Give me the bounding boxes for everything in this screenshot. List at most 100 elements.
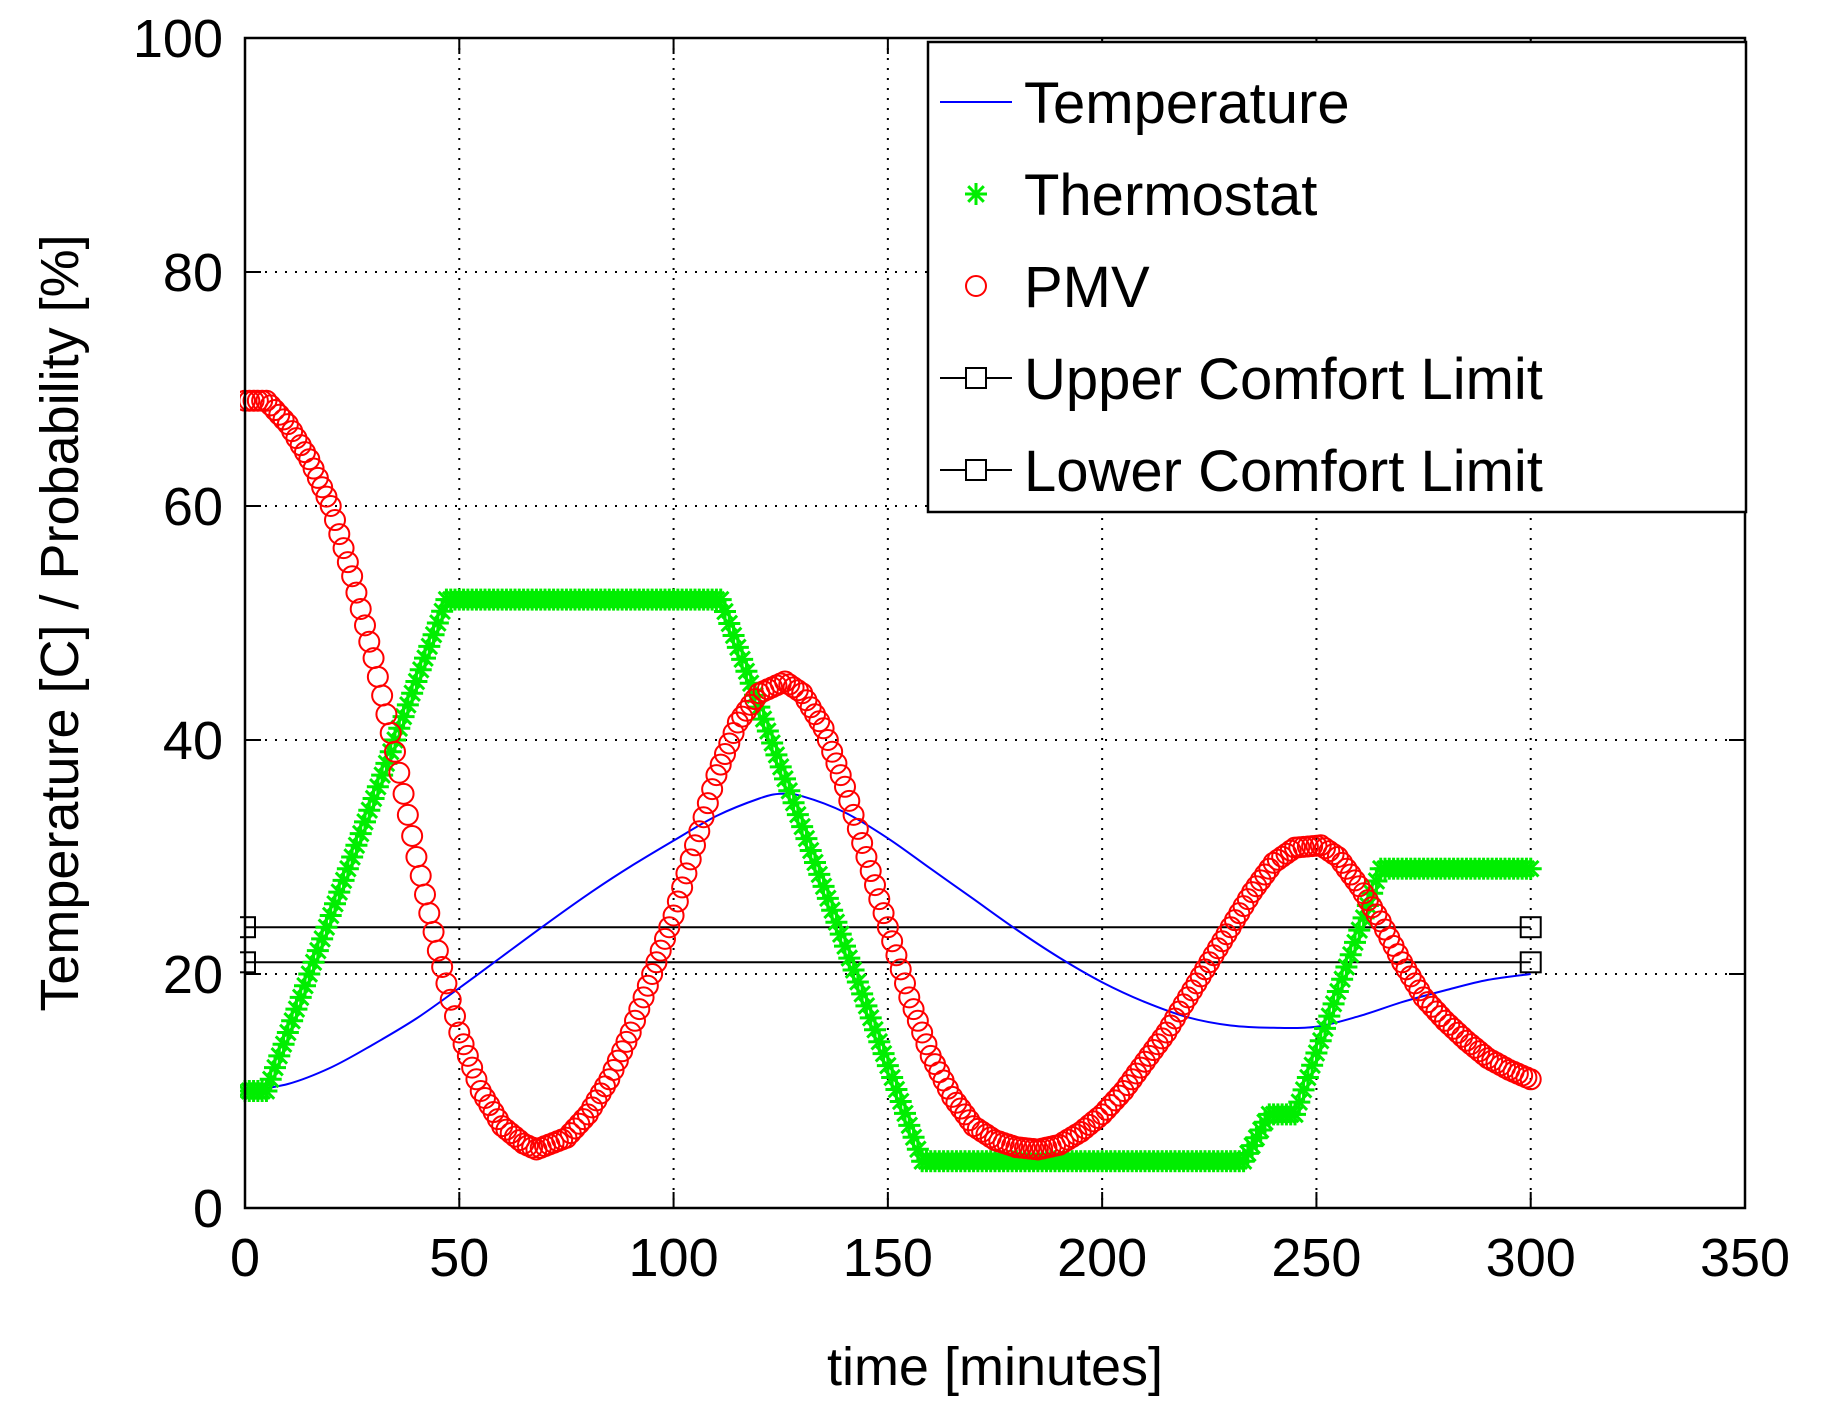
pmv-point xyxy=(671,876,694,899)
thermostat-point-stroke xyxy=(887,1080,906,1099)
pmv-point xyxy=(1335,857,1358,880)
pmv-point xyxy=(881,930,904,953)
legend-label-thermostat: Thermostat xyxy=(1024,163,1317,228)
thermostat-point-stroke xyxy=(870,1032,889,1051)
pmv-point xyxy=(851,831,874,854)
legend: Temperature Thermostat PMV Upper Comfort… xyxy=(926,40,1748,514)
x-tick-label: 300 xyxy=(1486,1228,1576,1288)
thermostat-point-stroke xyxy=(810,865,829,884)
thermostat-point-stroke xyxy=(874,1044,893,1063)
thermostat-point-stroke xyxy=(737,662,756,681)
pmv-point xyxy=(842,803,865,826)
pmv-point xyxy=(345,581,368,604)
pmv-point xyxy=(701,778,724,801)
pmv-point xyxy=(662,904,685,927)
thermostat-point-stroke xyxy=(806,853,824,872)
pmv-point xyxy=(954,1103,976,1126)
pmv-point xyxy=(958,1109,981,1132)
pmv-point xyxy=(636,974,659,997)
thermostat-point-stroke xyxy=(724,626,743,645)
pmv-point xyxy=(911,1021,934,1044)
pmv-point xyxy=(439,988,462,1011)
thermostat-point-stroke xyxy=(883,1068,901,1087)
pmv-point xyxy=(1258,857,1281,880)
thermostat-point-stroke xyxy=(793,817,811,836)
pmv-point xyxy=(1116,1074,1139,1097)
thermostat-point-stroke xyxy=(861,1008,880,1027)
pmv-point xyxy=(628,998,651,1021)
thermostat-point-stroke xyxy=(904,1128,923,1147)
x-tick-label: 0 xyxy=(230,1228,260,1288)
pmv-point xyxy=(396,803,419,826)
pmv-point xyxy=(641,963,664,985)
pmv-point xyxy=(1326,846,1349,868)
thermostat-point-stroke xyxy=(784,793,803,812)
legend-label-temperature: Temperature xyxy=(1024,71,1350,136)
pmv-point xyxy=(1146,1033,1169,1056)
upper-comfort-limit-marker xyxy=(1519,916,1542,939)
pmv-point xyxy=(821,740,844,763)
pmv-point xyxy=(714,743,736,766)
x-tick-label: 200 xyxy=(1057,1228,1147,1288)
pmv-point xyxy=(452,1033,475,1056)
plot-area-frame xyxy=(243,36,1747,1210)
y-axis-title: Temperature [C] / Probability [%] xyxy=(30,234,90,1011)
pmv-point xyxy=(654,927,676,950)
pmv-point xyxy=(872,902,895,925)
y-tick-label: 40 xyxy=(163,711,223,771)
pmv-point xyxy=(1451,1025,1474,1048)
x-tick-label: 250 xyxy=(1271,1228,1361,1288)
pmv-point xyxy=(401,824,424,847)
thermostat-point-stroke xyxy=(879,1056,897,1075)
pmv-point xyxy=(392,782,415,805)
pmv-point xyxy=(709,753,732,776)
pmv-point xyxy=(1138,1044,1161,1067)
pmv-point xyxy=(941,1085,964,1108)
pmv-point xyxy=(645,951,668,974)
thermostat-point-stroke xyxy=(801,841,820,860)
pmv-point xyxy=(272,408,295,431)
thermostat-point-stroke xyxy=(909,1140,927,1159)
pmv-point xyxy=(829,764,852,787)
x-tick-label: 50 xyxy=(429,1228,489,1288)
thermostat-point-stroke xyxy=(797,829,816,848)
pmv-point xyxy=(384,740,406,763)
y-tick-label: 80 xyxy=(163,243,223,303)
pmv-point xyxy=(735,699,758,722)
thermostat-point-stroke xyxy=(720,614,739,633)
pmv-point xyxy=(739,693,762,716)
thermostat-point-stroke xyxy=(836,937,854,955)
thermostat-point-stroke xyxy=(741,674,760,693)
pmv-point xyxy=(336,551,359,574)
pmv-point xyxy=(679,848,702,871)
pmv-point xyxy=(731,705,754,728)
pmv-point xyxy=(435,972,458,995)
y-tick-label: 60 xyxy=(163,477,223,537)
pmv-point xyxy=(1142,1039,1165,1062)
pmv-point xyxy=(632,986,655,1009)
pmv-point xyxy=(726,711,749,734)
y-tick-label: 20 xyxy=(163,945,223,1005)
thermostat-point-stroke xyxy=(896,1104,914,1123)
thermostat-point-stroke xyxy=(780,781,799,800)
pmv-point xyxy=(1339,863,1362,886)
legend-sample-pmv xyxy=(965,275,987,297)
pmv-point xyxy=(812,717,835,740)
pmv-point xyxy=(1086,1106,1109,1129)
pmv-point xyxy=(1125,1062,1148,1085)
thermostat-point-stroke xyxy=(840,949,859,967)
thermostat-point-stroke xyxy=(814,877,833,896)
legend-label-upper-limit: Upper Comfort Limit xyxy=(1024,347,1543,412)
pmv-point xyxy=(885,944,908,967)
pmv-point xyxy=(666,890,689,913)
x-tick-label: 150 xyxy=(843,1228,933,1288)
lower-comfort-limit-marker xyxy=(1519,951,1542,974)
pmv-point xyxy=(349,597,372,620)
pmv-point xyxy=(328,523,351,546)
pmv-point xyxy=(894,972,916,995)
pmv-point xyxy=(864,874,886,897)
pmv-point xyxy=(1121,1068,1144,1091)
thermostat-point-stroke xyxy=(711,590,730,609)
pmv-point xyxy=(1429,1005,1452,1028)
